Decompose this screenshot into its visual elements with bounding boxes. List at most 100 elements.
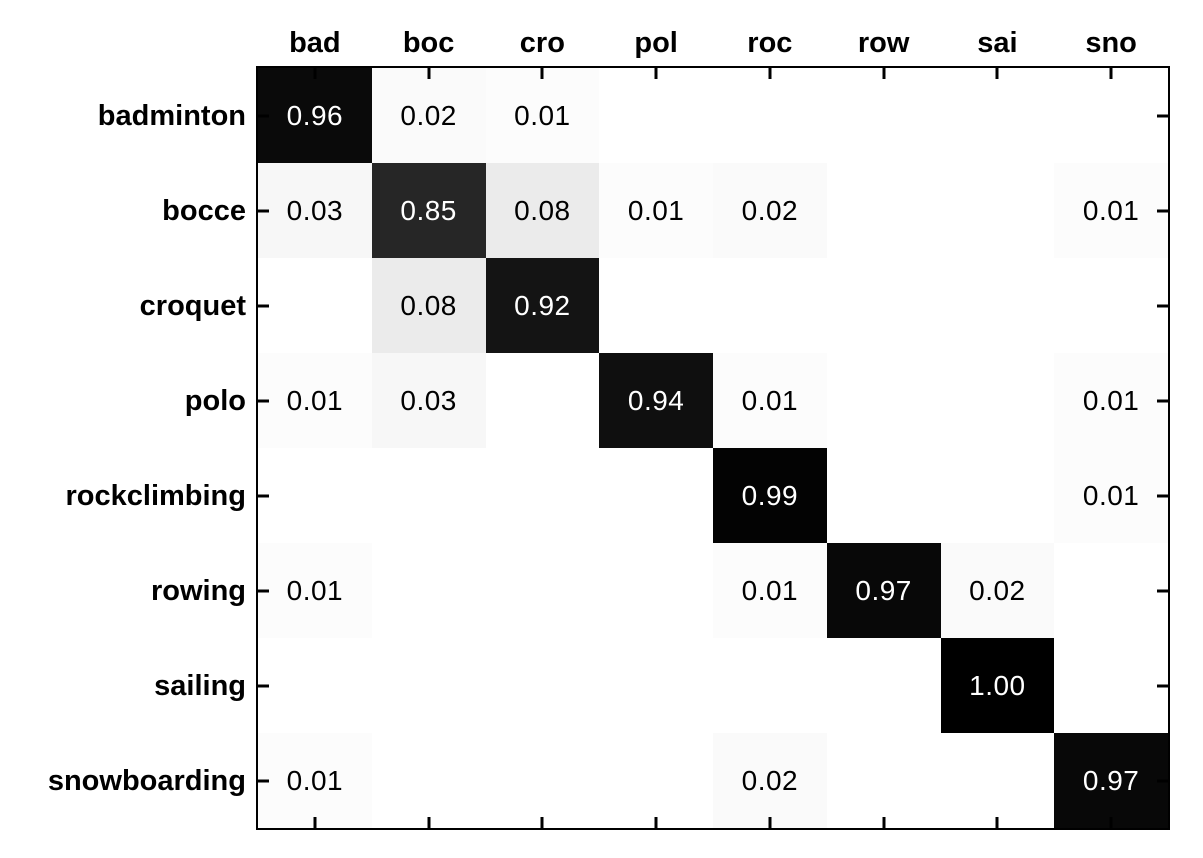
y-axis-label-rowing: rowing	[150, 574, 246, 607]
axis-tick-left	[258, 684, 269, 687]
matrix-cell: 0.94	[599, 353, 713, 448]
axis-tick-top	[882, 68, 886, 79]
matrix-cell	[258, 258, 372, 353]
matrix-cell	[371, 448, 486, 543]
axis-tick-top	[1109, 68, 1113, 79]
matrix-cell	[371, 543, 486, 638]
matrix-cell	[713, 258, 827, 353]
axis-tick-bottom	[313, 817, 317, 828]
matrix-cell: 0.92	[485, 258, 600, 353]
y-axis-label-rockclimbing: rockclimbing	[65, 479, 247, 512]
matrix-cell	[371, 638, 486, 733]
matrix-cell	[1054, 68, 1168, 163]
y-axis-label-polo: polo	[184, 384, 246, 417]
axis-tick-top	[654, 68, 658, 79]
matrix-cell	[826, 353, 941, 448]
axis-tick-right	[1157, 589, 1168, 592]
matrix-cell	[940, 163, 1055, 258]
matrix-cell: 0.97	[826, 543, 941, 638]
axis-tick-top	[427, 68, 431, 79]
matrix-cell	[826, 448, 941, 543]
axis-tick-left	[258, 399, 269, 402]
matrix-cell	[1054, 638, 1168, 733]
axis-tick-top	[540, 68, 544, 79]
y-axis-label-snowboarding: snowboarding	[47, 764, 246, 797]
axis-tick-bottom	[995, 817, 999, 828]
matrix-cell: 0.85	[371, 163, 486, 258]
axis-tick-left	[258, 304, 269, 307]
matrix-cell	[371, 733, 486, 828]
axis-tick-bottom	[882, 817, 886, 828]
x-axis-label-sai: sai	[977, 27, 1018, 59]
matrix-cell: 0.01	[258, 543, 372, 638]
matrix-cell	[1054, 258, 1168, 353]
axis-tick-right	[1157, 494, 1168, 497]
axis-tick-left	[258, 779, 269, 782]
matrix-cell	[258, 448, 372, 543]
matrix-cell: 0.96	[258, 68, 372, 163]
matrix-cell	[1054, 543, 1168, 638]
matrix-cell: 0.01	[1054, 353, 1168, 448]
matrix-cell: 0.01	[258, 353, 372, 448]
matrix-cell: 0.01	[713, 353, 827, 448]
matrix-cell: 0.01	[713, 543, 827, 638]
matrix-cell	[485, 638, 600, 733]
matrix-cell	[485, 543, 600, 638]
axis-tick-left	[258, 494, 269, 497]
matrix-cell	[485, 733, 600, 828]
matrix-cell: 0.02	[940, 543, 1055, 638]
heatmap-cells: 0.96 0.02 0.01 0.03 0.85 0.08 0.01 0.02 0.01 0.08…	[258, 68, 1168, 828]
x-axis-label-boc: boc	[402, 27, 455, 59]
x-axis-label-bad: bad	[289, 27, 341, 59]
matrix-cell	[826, 163, 941, 258]
matrix-cell	[826, 638, 941, 733]
matrix-cell	[940, 353, 1055, 448]
y-axis-label-croquet: croquet	[139, 289, 246, 322]
axis-tick-left	[258, 589, 269, 592]
matrix-cell	[826, 68, 941, 163]
matrix-cell: 0.01	[599, 163, 713, 258]
matrix-cell	[599, 543, 713, 638]
x-axis-label-pol: pol	[634, 27, 678, 59]
plot-area: 0.96 0.02 0.01 0.03 0.85 0.08 0.01 0.02 0.01 0.08…	[256, 66, 1170, 830]
matrix-cell	[599, 448, 713, 543]
matrix-cell	[826, 733, 941, 828]
matrix-cell: 0.01	[258, 733, 372, 828]
matrix-cell	[599, 638, 713, 733]
axis-tick-right	[1157, 779, 1168, 782]
y-axis-label-badminton: badminton	[97, 99, 246, 132]
matrix-cell	[940, 733, 1055, 828]
matrix-cell	[599, 733, 713, 828]
x-axis-label-roc: roc	[747, 27, 793, 59]
matrix-cell: 0.01	[1054, 163, 1168, 258]
matrix-cell: 0.97	[1054, 733, 1168, 828]
matrix-cell: 0.03	[371, 353, 486, 448]
axis-tick-right	[1157, 304, 1168, 307]
matrix-cell	[599, 258, 713, 353]
y-axis-label-bocce: bocce	[162, 194, 246, 227]
matrix-cell: 0.08	[485, 163, 600, 258]
x-axis-label-cro: cro	[519, 27, 565, 59]
axis-tick-right	[1157, 684, 1168, 687]
matrix-cell: 1.00	[940, 638, 1055, 733]
matrix-cell	[713, 638, 827, 733]
axis-tick-left	[258, 209, 269, 212]
axis-tick-bottom	[540, 817, 544, 828]
matrix-cell	[713, 68, 827, 163]
matrix-cell	[940, 448, 1055, 543]
matrix-cell	[940, 258, 1055, 353]
axis-tick-bottom	[768, 817, 772, 828]
axis-tick-right	[1157, 399, 1168, 402]
x-axis-label-row: row	[857, 27, 910, 59]
matrix-cell: 0.03	[258, 163, 372, 258]
matrix-cell: 0.02	[713, 733, 827, 828]
matrix-cell	[826, 258, 941, 353]
axis-tick-top	[313, 68, 317, 79]
matrix-cell	[485, 353, 600, 448]
matrix-cell	[258, 638, 372, 733]
matrix-cell: 0.02	[713, 163, 827, 258]
axis-tick-bottom	[427, 817, 431, 828]
axis-tick-bottom	[1109, 817, 1113, 828]
matrix-cell: 0.08	[371, 258, 486, 353]
x-axis-label-sno: sno	[1085, 27, 1137, 59]
